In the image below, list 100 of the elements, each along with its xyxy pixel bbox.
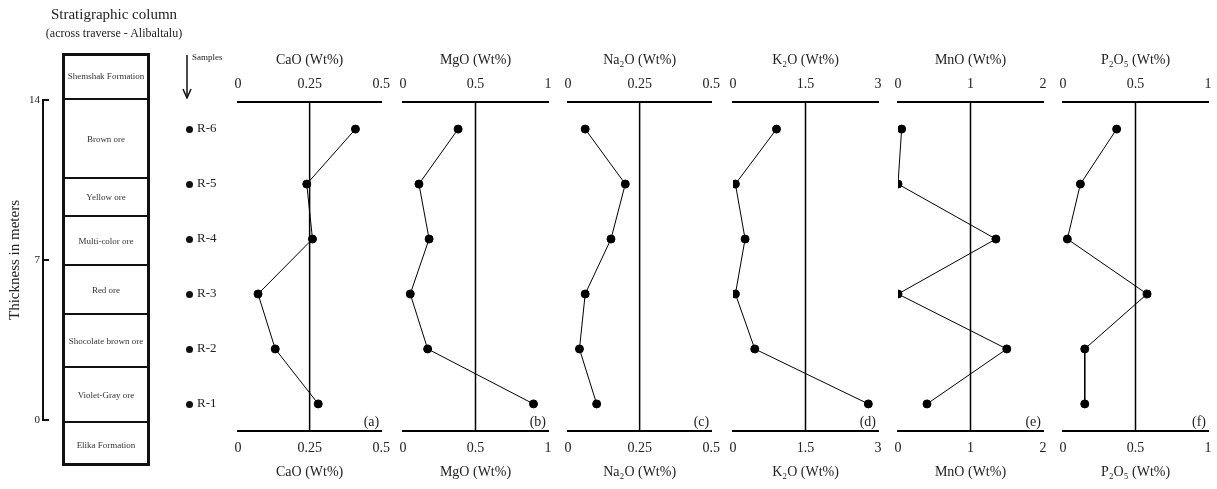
x-tick-label: 0.5 bbox=[466, 440, 485, 456]
x2-tick-label: 0.25 bbox=[297, 75, 322, 91]
point bbox=[606, 234, 616, 244]
point bbox=[1142, 289, 1152, 299]
category-label: Brown ore bbox=[86, 133, 126, 144]
x2-tick-label: 1 bbox=[1204, 75, 1212, 91]
x2-tick-label: 0.5 bbox=[702, 75, 720, 91]
category-label: 0 bbox=[34, 413, 40, 425]
x2-tick-label: 0.5 bbox=[1126, 75, 1145, 91]
text: R-4 bbox=[197, 230, 217, 247]
point bbox=[574, 344, 584, 354]
x2-tick-label: 1 bbox=[967, 75, 974, 91]
x-tick-label: 0.5 bbox=[1126, 440, 1145, 456]
x-axis-title: P₂O₅ (Wt%) bbox=[1100, 464, 1171, 481]
x2-tick-label: 2 bbox=[1039, 75, 1047, 91]
point bbox=[733, 179, 740, 189]
annotation: (b) bbox=[529, 414, 547, 431]
x-tick-label: 0 bbox=[729, 440, 737, 456]
text: R-1 bbox=[197, 394, 217, 411]
x2-axis-title: MgO (Wt%) bbox=[439, 52, 512, 69]
x-tick-label: 0.25 bbox=[627, 440, 652, 456]
text: R-2 bbox=[197, 339, 217, 356]
point bbox=[733, 289, 740, 299]
x-axis-title: Na₂O (Wt%) bbox=[603, 464, 677, 481]
x-tick-label: 0 bbox=[234, 440, 242, 456]
x-tick-label: 0.5 bbox=[372, 440, 390, 456]
point bbox=[592, 399, 602, 409]
category-label: Red ore bbox=[91, 284, 121, 295]
x-tick-label: 1 bbox=[1204, 440, 1212, 456]
point bbox=[772, 124, 781, 134]
point bbox=[1112, 124, 1122, 134]
annotation: (a) bbox=[363, 414, 380, 431]
point bbox=[414, 179, 424, 189]
x-axis-title: CaO (Wt%) bbox=[275, 464, 344, 481]
text: Thickness in meters bbox=[5, 200, 23, 320]
point bbox=[313, 399, 323, 409]
x-axis-title: MgO (Wt%) bbox=[439, 464, 512, 481]
annotation: (d) bbox=[859, 414, 877, 431]
text: Samples bbox=[192, 52, 223, 62]
text: R-3 bbox=[197, 284, 217, 301]
point bbox=[453, 124, 463, 134]
annotation: (c) bbox=[693, 414, 710, 431]
category-label: Shocolate brown ore bbox=[68, 335, 144, 346]
x2-tick-label: 0 bbox=[729, 75, 737, 91]
point bbox=[270, 344, 280, 354]
x2-tick-label: 3 bbox=[874, 75, 882, 91]
point bbox=[423, 344, 433, 354]
x2-tick-label: 0 bbox=[894, 75, 902, 91]
x-tick-label: 0 bbox=[399, 440, 407, 456]
x-tick-label: 2 bbox=[1039, 440, 1047, 456]
x-tick-label: 3 bbox=[874, 440, 882, 456]
category-label: Yellow ore bbox=[86, 192, 126, 202]
point bbox=[580, 289, 590, 299]
x-axis-title: MnO (Wt%) bbox=[934, 464, 1007, 481]
text: Stratigraphic column bbox=[49, 6, 179, 23]
point bbox=[1063, 234, 1072, 244]
point bbox=[405, 289, 415, 299]
point bbox=[424, 234, 434, 244]
x2-tick-label: 0.25 bbox=[627, 75, 652, 91]
x2-tick-label: 0 bbox=[564, 75, 572, 91]
x-tick-label: 1 bbox=[544, 440, 552, 456]
point bbox=[991, 234, 1001, 244]
point bbox=[620, 179, 630, 189]
text: R-6 bbox=[197, 120, 217, 137]
point bbox=[898, 124, 907, 134]
x-axis-title: K₂O (Wt%) bbox=[772, 464, 840, 481]
point bbox=[740, 234, 750, 244]
point bbox=[922, 399, 932, 409]
point bbox=[1080, 344, 1090, 354]
point bbox=[302, 179, 312, 189]
x2-tick-label: 0 bbox=[234, 75, 242, 91]
point bbox=[1002, 344, 1012, 354]
x-tick-label: 0 bbox=[894, 440, 902, 456]
text: (across traverse - Alibaltalu) bbox=[44, 26, 184, 41]
x2-tick-label: 0 bbox=[399, 75, 407, 91]
x2-tick-label: 0 bbox=[1059, 75, 1067, 91]
x2-axis-title: K₂O (Wt%) bbox=[772, 52, 840, 69]
x-tick-label: 0.25 bbox=[297, 440, 322, 456]
category-label: Elika Formation bbox=[76, 439, 136, 450]
x-tick-label: 0.5 bbox=[702, 440, 720, 456]
point bbox=[1080, 399, 1090, 409]
x2-axis-title: MnO (Wt%) bbox=[934, 52, 1007, 69]
x-tick-label: 0 bbox=[564, 440, 572, 456]
point bbox=[863, 399, 873, 409]
x2-tick-label: 1 bbox=[544, 75, 552, 91]
x2-tick-label: 0.5 bbox=[466, 75, 485, 91]
category-label: Multi-color ore bbox=[78, 235, 134, 246]
point bbox=[350, 124, 360, 134]
point bbox=[529, 399, 538, 409]
annotation: (f) bbox=[1192, 414, 1207, 431]
x2-axis-title: P₂O₅ (Wt%) bbox=[1100, 52, 1171, 69]
x-tick-label: 1.5 bbox=[796, 440, 815, 456]
category-label: Violet-Gray ore bbox=[77, 389, 135, 400]
category-label: 14 bbox=[29, 93, 40, 105]
annotation: (e) bbox=[1025, 414, 1042, 431]
point bbox=[253, 289, 263, 299]
point bbox=[1075, 179, 1085, 189]
x2-axis-title: Na₂O (Wt%) bbox=[603, 52, 677, 69]
x-tick-label: 1 bbox=[967, 440, 974, 456]
text: R-5 bbox=[197, 175, 217, 192]
